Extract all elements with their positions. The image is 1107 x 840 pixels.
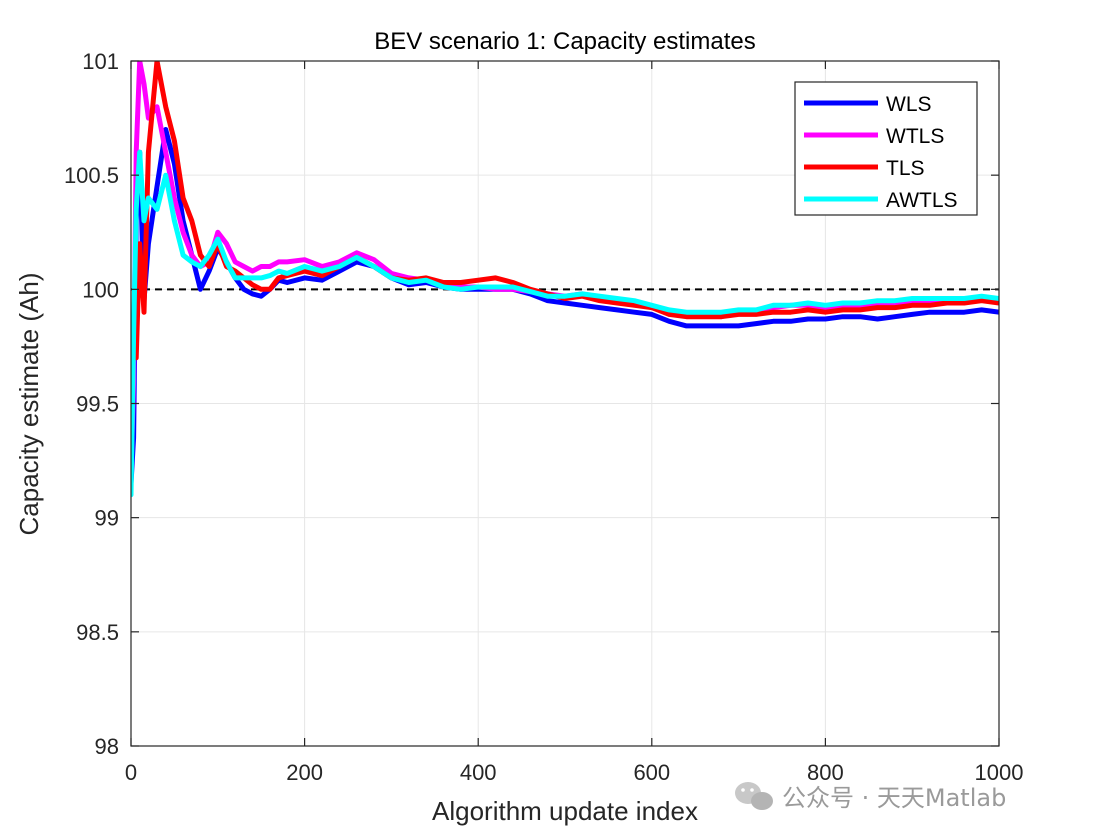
legend-label-awtls: AWTLS <box>886 189 958 212</box>
y-axis-ticks: 98 98.5 99 99.5 100 100.5 101 <box>64 49 999 759</box>
y-tick-label: 100 <box>82 277 119 302</box>
legend: WLS WTLS TLS AWTLS <box>794 81 978 216</box>
watermark: 公众号 · 天天Matlab <box>735 782 1006 812</box>
y-tick-label: 98 <box>95 734 119 759</box>
y-tick-label: 98.5 <box>76 620 119 645</box>
y-tick-label: 100.5 <box>64 163 119 188</box>
x-tick-label: 600 <box>633 760 670 785</box>
x-axis-label: Algorithm update index <box>432 796 698 826</box>
x-tick-label: 1000 <box>975 760 1024 785</box>
x-tick-label: 800 <box>807 760 844 785</box>
chart-title: BEV scenario 1: Capacity estimates <box>374 28 756 55</box>
series-layer <box>131 61 999 498</box>
watermark-text: 公众号 · 天天Matlab <box>782 784 1006 812</box>
legend-label-wls: WLS <box>886 93 932 116</box>
series-line-tls <box>131 61 999 406</box>
x-tick-label: 200 <box>286 760 323 785</box>
x-tick-label: 400 <box>460 760 497 785</box>
y-tick-label: 101 <box>82 49 119 74</box>
wechat-icon <box>735 782 773 810</box>
series-line-awtls <box>131 149 999 498</box>
y-tick-label: 99.5 <box>76 392 119 417</box>
x-axis-ticks: 0 200 400 600 800 1000 <box>125 61 1024 785</box>
legend-label-tls: TLS <box>886 157 925 180</box>
y-axis-label: Capacity estimate (Ah) <box>14 273 44 536</box>
x-tick-label: 0 <box>125 760 137 785</box>
legend-items: WLS WTLS TLS AWTLS <box>804 93 958 212</box>
legend-label-wtls: WTLS <box>886 125 944 148</box>
y-tick-label: 99 <box>95 506 119 531</box>
